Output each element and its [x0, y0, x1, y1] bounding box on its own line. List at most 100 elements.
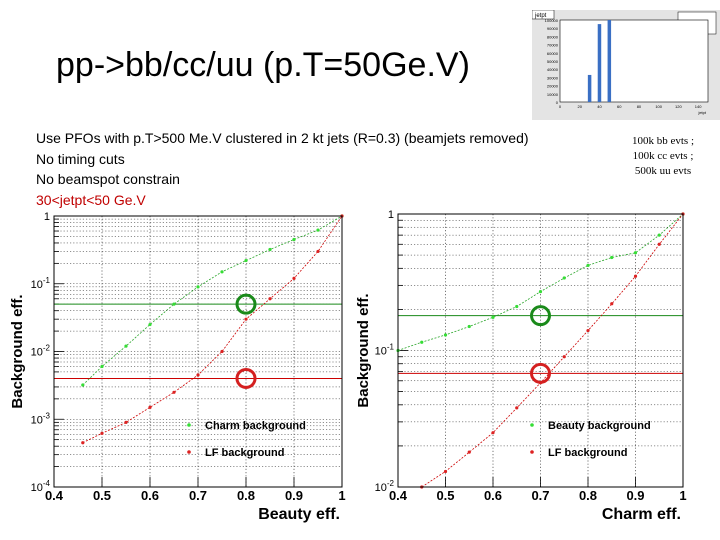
data-point: [124, 420, 128, 424]
y-axis-label: Background eff.: [9, 294, 26, 408]
y-tick-label: 1: [44, 211, 50, 223]
data-point: [657, 242, 661, 246]
x-tick-label: 0.7: [189, 488, 207, 503]
thumb-x-tick: 60: [617, 104, 622, 109]
sample-line: 500k uu evts: [634, 165, 692, 177]
data-point: [610, 255, 614, 260]
thumb-x-tick: 100: [655, 104, 662, 109]
thumb-y-tick: 40000: [547, 67, 559, 72]
data-point: [100, 364, 104, 369]
cut-note: 30<jetpt<50 Ge.V: [36, 191, 146, 208]
x-tick-label: 0.7: [531, 488, 549, 503]
data-point: [491, 431, 495, 435]
y-tick-label: 1: [388, 209, 394, 221]
thumb-x-tick: 0: [559, 104, 562, 109]
legend-marker: [187, 450, 191, 454]
working-point-circle: [530, 305, 551, 327]
data-point: [100, 431, 104, 435]
series-line: [421, 213, 684, 488]
x-tick-label: 0.9: [285, 488, 303, 503]
data-point: [244, 317, 248, 321]
data-point: [292, 276, 296, 280]
sample-note: 100k bb evts ; 100k cc evts ; 500k uu ev…: [622, 134, 704, 179]
data-point: [124, 344, 128, 348]
x-tick-label: 0.5: [436, 488, 454, 503]
y-tick-label: 10-1: [375, 343, 395, 358]
x-tick-label: 0.6: [484, 488, 502, 503]
data-point: [443, 333, 448, 337]
data-point: [148, 322, 152, 327]
thumb-bar: [597, 24, 602, 103]
note-line: Use PFOs with p.T>500 Me.V clustered in …: [36, 130, 529, 146]
data-point: [196, 373, 200, 377]
data-point: [586, 263, 590, 268]
data-point: [562, 276, 566, 280]
thumb-y-tick: 50000: [547, 59, 559, 64]
working-point-circle: [530, 362, 551, 384]
thumb-y-tick: 10000: [547, 92, 559, 97]
charm-eff-plot: 0.4 0.5 0.6 0.7 0.8 0.9 1 10-2 10-1 1 Charm eff. Ba…: [355, 209, 687, 523]
thumb-bar: [607, 20, 612, 102]
thumb-x-tick: 140: [695, 104, 702, 109]
thumb-y-tick: 70000: [547, 43, 559, 48]
analysis-notes: Use PFOs with p.T>500 Me.V clustered in …: [36, 128, 529, 210]
thumb-y-tick: 90000: [547, 26, 559, 31]
thumb-y-tick: 0: [556, 100, 559, 105]
y-tick-label: 10-2: [375, 479, 395, 494]
data-point: [515, 406, 519, 410]
data-point: [81, 383, 85, 387]
legend-label: LF background: [548, 447, 627, 459]
thumb-y-tick: 80000: [547, 34, 559, 39]
thumb-title-box: [532, 10, 555, 20]
data-point: [244, 258, 248, 263]
x-tick-label: 1: [679, 488, 686, 503]
data-point: [467, 324, 471, 329]
sample-line: 100k cc evts ;: [632, 150, 694, 162]
thumb-x-tick: 120: [675, 104, 682, 109]
thumb-y-tick: 100000: [545, 18, 559, 23]
x-tick-label: 0.8: [237, 488, 255, 503]
x-tick-label: 0.4: [389, 488, 408, 503]
legend-marker: [530, 450, 534, 454]
data-point: [172, 302, 176, 306]
data-point: [633, 274, 638, 278]
data-point: [148, 405, 152, 409]
thumb-x-tick: 40: [597, 104, 602, 109]
series-line: [82, 215, 343, 444]
legend-label: Charm background: [205, 420, 306, 432]
thumb-y-tick: 60000: [547, 51, 559, 56]
x-tick-label: 0.4: [45, 488, 64, 503]
thumb-x-tick: 20: [578, 104, 583, 109]
data-point: [657, 233, 661, 237]
data-point: [81, 441, 85, 445]
note-line: No beamspot constrain: [36, 171, 180, 187]
jetpt-histogram: jetpt 0 10000 20000 30000 40000 50000 60000 7000…: [532, 10, 720, 120]
data-point: [220, 270, 224, 274]
beauty-eff-plot: 0.4 0.5 0.6 0.7 0.8 0.9 1 10-4 10-3 10-2 10-1 1 Beau…: [9, 211, 346, 523]
data-point: [316, 249, 320, 254]
x-tick-label: 0.8: [579, 488, 597, 503]
data-point: [220, 349, 224, 354]
data-point: [491, 315, 495, 319]
data-point: [316, 228, 320, 232]
y-tick-label: 10-2: [31, 344, 51, 359]
working-point-circle: [235, 367, 257, 389]
legend-marker: [530, 423, 534, 427]
thumb-frame: [559, 19, 709, 103]
thumb-y-tick: 30000: [547, 75, 559, 80]
x-tick-label: 1: [338, 488, 345, 503]
data-point: [172, 390, 176, 394]
thumb-x-label: jetpt: [697, 110, 706, 115]
thumb-x-tick: 80: [637, 104, 642, 109]
x-tick-label: 0.6: [141, 488, 159, 503]
slide-title: pp->bb/cc/uu (p.T=50Ge.V): [56, 46, 470, 84]
thumb-bar: [587, 74, 592, 102]
x-tick-label: 0.5: [93, 488, 111, 503]
y-tick-label: 10-3: [31, 411, 51, 426]
y-tick-label: 10-1: [31, 276, 51, 291]
data-point: [538, 290, 543, 294]
series-line: [82, 215, 343, 386]
data-point: [196, 285, 200, 289]
data-point: [515, 304, 519, 309]
legend-label: LF background: [205, 447, 284, 459]
